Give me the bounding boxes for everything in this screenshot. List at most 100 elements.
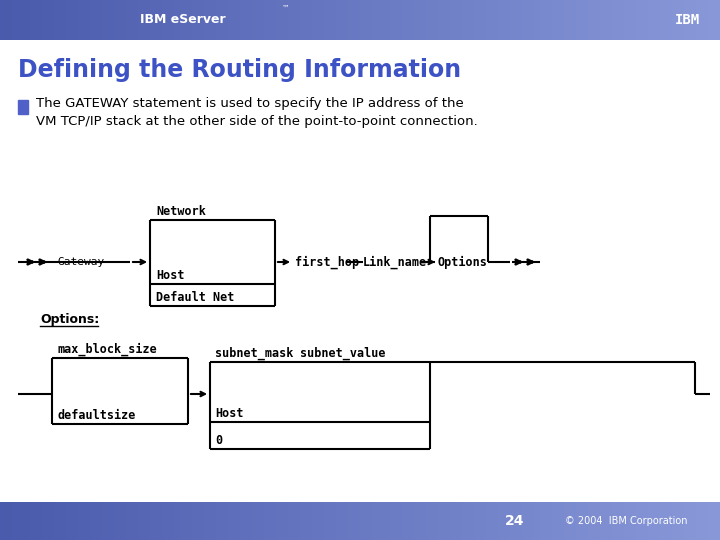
Bar bbox=[60, 502, 67, 540]
Bar bbox=[624, 0, 631, 40]
Bar bbox=[84, 0, 91, 40]
Bar bbox=[666, 0, 672, 40]
Bar bbox=[636, 502, 643, 540]
Bar bbox=[708, 0, 715, 40]
Bar bbox=[582, 502, 589, 540]
Bar bbox=[78, 0, 85, 40]
Bar bbox=[330, 0, 337, 40]
Bar bbox=[72, 0, 78, 40]
Bar bbox=[408, 502, 415, 540]
Text: Default Net: Default Net bbox=[156, 291, 235, 304]
Bar bbox=[486, 502, 492, 540]
Bar bbox=[654, 502, 661, 540]
Bar bbox=[228, 0, 235, 40]
Bar bbox=[486, 0, 492, 40]
Bar bbox=[678, 502, 685, 540]
Bar bbox=[540, 502, 546, 540]
Bar bbox=[432, 502, 438, 540]
Bar bbox=[258, 0, 265, 40]
Bar bbox=[96, 0, 103, 40]
Bar bbox=[522, 0, 528, 40]
Bar bbox=[78, 502, 85, 540]
Bar bbox=[102, 502, 109, 540]
Bar bbox=[48, 0, 55, 40]
Bar bbox=[396, 0, 402, 40]
Text: max_block_size: max_block_size bbox=[57, 342, 157, 356]
Bar bbox=[204, 0, 211, 40]
Text: ™: ™ bbox=[282, 4, 290, 14]
Bar bbox=[660, 502, 667, 540]
Bar bbox=[144, 0, 150, 40]
Bar bbox=[204, 502, 211, 540]
Bar bbox=[504, 502, 510, 540]
Bar bbox=[36, 502, 42, 540]
Bar bbox=[678, 0, 685, 40]
Text: Network: Network bbox=[156, 205, 206, 218]
Bar bbox=[312, 502, 319, 540]
Bar bbox=[300, 502, 307, 540]
Bar bbox=[564, 0, 571, 40]
Bar bbox=[144, 502, 150, 540]
Bar bbox=[354, 502, 361, 540]
Bar bbox=[612, 0, 618, 40]
Bar bbox=[228, 502, 235, 540]
Bar bbox=[546, 0, 553, 40]
Bar bbox=[336, 502, 343, 540]
Bar bbox=[264, 502, 271, 540]
Bar bbox=[294, 0, 301, 40]
Bar bbox=[660, 0, 667, 40]
Bar bbox=[426, 502, 433, 540]
Bar bbox=[534, 502, 541, 540]
Bar bbox=[180, 502, 186, 540]
Bar bbox=[90, 502, 96, 540]
Bar bbox=[558, 502, 564, 540]
Text: subnet_mask: subnet_mask bbox=[215, 347, 293, 360]
Bar bbox=[468, 502, 474, 540]
Text: Host: Host bbox=[215, 407, 243, 420]
Bar bbox=[510, 502, 517, 540]
Bar bbox=[672, 502, 679, 540]
Bar bbox=[600, 502, 607, 540]
Bar bbox=[378, 0, 384, 40]
Text: 24: 24 bbox=[505, 514, 525, 528]
Bar bbox=[606, 0, 613, 40]
Bar bbox=[456, 0, 463, 40]
Text: Host: Host bbox=[156, 269, 184, 282]
Bar bbox=[30, 0, 37, 40]
Bar bbox=[174, 0, 181, 40]
Bar bbox=[594, 0, 600, 40]
Bar bbox=[642, 502, 649, 540]
Bar bbox=[108, 0, 114, 40]
Bar bbox=[618, 0, 625, 40]
Bar bbox=[312, 0, 319, 40]
Bar bbox=[120, 502, 127, 540]
Bar bbox=[288, 502, 294, 540]
Bar bbox=[180, 0, 186, 40]
Bar bbox=[684, 502, 690, 540]
Bar bbox=[252, 0, 258, 40]
Bar bbox=[306, 0, 312, 40]
Bar bbox=[36, 0, 42, 40]
Bar bbox=[702, 0, 708, 40]
Bar bbox=[492, 0, 499, 40]
Bar bbox=[672, 0, 679, 40]
Bar bbox=[246, 0, 253, 40]
Bar bbox=[18, 100, 28, 114]
Bar bbox=[468, 0, 474, 40]
Bar bbox=[474, 502, 481, 540]
Bar bbox=[456, 502, 463, 540]
Bar bbox=[270, 0, 276, 40]
Bar bbox=[276, 0, 283, 40]
Text: Options: Options bbox=[438, 255, 488, 268]
Bar bbox=[72, 502, 78, 540]
Bar bbox=[378, 502, 384, 540]
Bar bbox=[168, 0, 175, 40]
Bar bbox=[198, 0, 204, 40]
Bar bbox=[612, 502, 618, 540]
Bar bbox=[528, 0, 535, 40]
Bar bbox=[384, 502, 391, 540]
Bar bbox=[210, 502, 217, 540]
Bar bbox=[288, 0, 294, 40]
Bar bbox=[420, 0, 427, 40]
Bar bbox=[402, 0, 409, 40]
